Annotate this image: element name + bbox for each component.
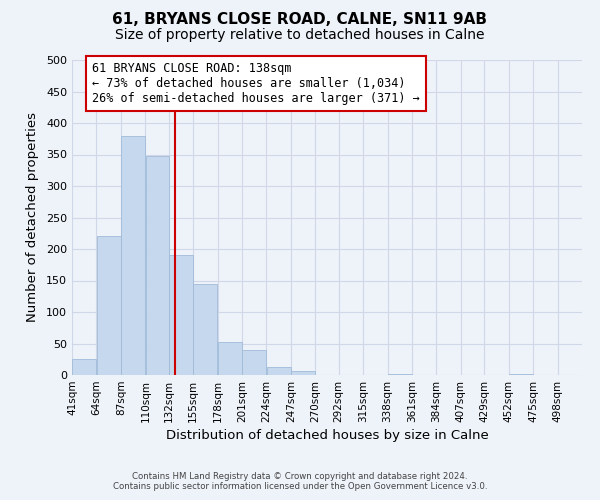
Text: Contains HM Land Registry data © Crown copyright and database right 2024.: Contains HM Land Registry data © Crown c… xyxy=(132,472,468,481)
Bar xyxy=(146,156,169,375)
Bar xyxy=(121,136,145,375)
Bar xyxy=(193,284,217,375)
Bar xyxy=(267,367,290,375)
Text: 61 BRYANS CLOSE ROAD: 138sqm
← 73% of detached houses are smaller (1,034)
26% of: 61 BRYANS CLOSE ROAD: 138sqm ← 73% of de… xyxy=(92,62,420,105)
X-axis label: Distribution of detached houses by size in Calne: Distribution of detached houses by size … xyxy=(166,429,488,442)
Bar xyxy=(509,374,533,375)
Text: 61, BRYANS CLOSE ROAD, CALNE, SN11 9AB: 61, BRYANS CLOSE ROAD, CALNE, SN11 9AB xyxy=(113,12,487,28)
Bar xyxy=(242,350,266,375)
Bar xyxy=(388,374,412,375)
Bar xyxy=(291,371,315,375)
Bar xyxy=(72,359,96,375)
Y-axis label: Number of detached properties: Number of detached properties xyxy=(26,112,39,322)
Bar xyxy=(169,256,193,375)
Bar xyxy=(218,342,242,375)
Text: Size of property relative to detached houses in Calne: Size of property relative to detached ho… xyxy=(115,28,485,42)
Bar xyxy=(97,236,121,375)
Text: Contains public sector information licensed under the Open Government Licence v3: Contains public sector information licen… xyxy=(113,482,487,491)
